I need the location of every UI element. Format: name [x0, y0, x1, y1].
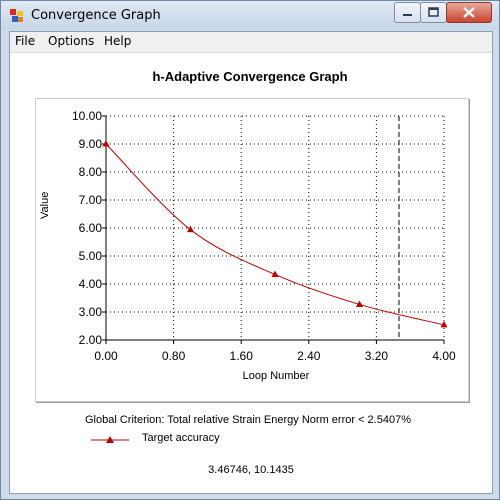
x-tick-label: 0.00	[94, 349, 118, 363]
menu-help[interactable]: Help	[104, 34, 132, 48]
chart-title: h-Adaptive Convergence Graph	[152, 69, 348, 84]
y-tick-label: 5.00	[79, 249, 103, 263]
y-tick-label: 4.00	[79, 277, 103, 291]
menu-file[interactable]: File	[15, 34, 36, 48]
x-tick-label: 1.60	[230, 349, 254, 363]
plot-panel	[35, 98, 469, 402]
x-tick-label: 3.20	[365, 349, 389, 363]
cursor-readout: 3.46746, 10.1435	[208, 464, 294, 476]
y-tick-label: 3.00	[79, 305, 103, 319]
series-line	[105, 143, 445, 326]
menu-bar: File Options Help	[10, 32, 492, 53]
close-button[interactable]	[446, 2, 492, 23]
x-tick-label: 2.40	[297, 349, 321, 363]
x-tick-label: 0.80	[162, 349, 186, 363]
x-tick-label: 4.00	[432, 349, 456, 363]
y-axis-label: Value	[39, 191, 51, 219]
legend-label: Target accuracy	[142, 432, 220, 444]
close-icon	[463, 7, 475, 18]
data-point	[440, 320, 448, 328]
window-title: Convergence Graph	[31, 8, 161, 23]
menu-options[interactable]: Options	[48, 34, 95, 48]
minimize-icon	[403, 14, 412, 16]
data-point	[356, 300, 363, 307]
maximize-button[interactable]	[420, 2, 447, 23]
data-point	[271, 270, 279, 277]
global-criterion-text: Global Criterion: Total relative Strain …	[85, 414, 411, 426]
x-axis-label: Loop Number	[242, 370, 310, 382]
app-icon	[10, 9, 23, 22]
title-bar[interactable]: Convergence Graph	[1, 1, 499, 30]
data-point	[187, 225, 194, 233]
minimize-button[interactable]	[394, 2, 421, 23]
y-tick-label: 7.00	[79, 193, 103, 207]
maximize-icon	[428, 7, 439, 17]
y-tick-label: 2.00	[79, 333, 103, 347]
y-tick-label: 6.00	[79, 221, 103, 235]
y-tick-label: 10.00	[72, 109, 102, 123]
legend-series-marker	[91, 436, 129, 443]
y-tick-label: 9.00	[79, 137, 103, 151]
data-point	[102, 140, 110, 147]
y-tick-label: 8.00	[79, 165, 103, 179]
